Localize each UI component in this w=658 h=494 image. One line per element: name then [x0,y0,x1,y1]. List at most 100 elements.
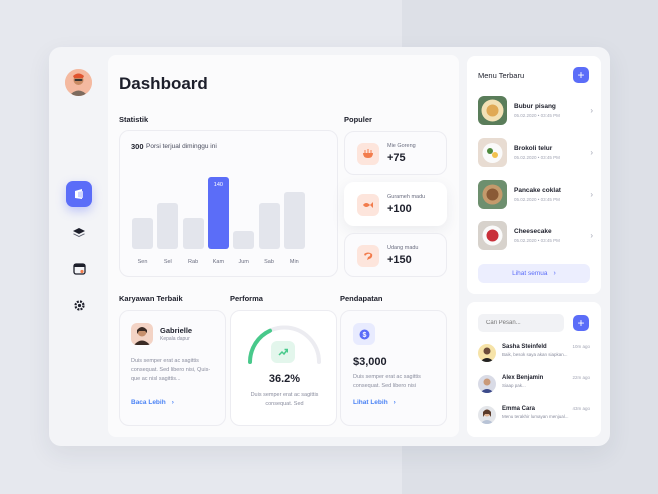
popular-item-value: +75 [387,152,406,164]
menu-item[interactable]: Cheesecake 05.02.2020 • 03:45 PM › [478,220,593,250]
menu-image [478,179,507,209]
message-preview: Menu terakhir lumayan menjual... [502,414,569,419]
menu-time: 03:45 PM [540,237,560,243]
plus-icon: + [577,68,585,82]
contact-avatar [478,344,496,362]
revenue-value: $3,000 [353,356,387,368]
pendapatan-heading: Pendapatan [340,294,383,303]
chevron-right-icon: › [590,147,593,157]
contact-name: Emma Cara [502,406,536,412]
popular-item-name: Mie Goreng [387,143,416,149]
pendapatan-card: $ $3,000 Duis semper erat ac sagittis co… [340,310,447,426]
message-item[interactable]: Emma Cara 43m ago Menu terakhir lumayan m… [478,406,590,424]
menu-item[interactable]: Pancake coklat 05.02.2020 • 03:45 PM › [478,179,593,209]
message-preview: Baik, besok saya akan siapkan... [502,352,568,357]
populer-heading: Populer [344,115,372,124]
chart-bar[interactable] [283,192,305,249]
menu-name: Brokoli telur [514,144,553,152]
popular-item[interactable]: Mie Goreng +75 [344,131,447,175]
employee-name: Gabrielle [160,326,193,335]
popular-item-name: Udang madu [387,245,419,251]
menu-time: 03:45 PM [540,112,560,118]
menu-image [478,137,507,167]
message-item[interactable]: Sasha Steinfeld 10m ago Baik, besok saya … [478,344,590,362]
read-more-label: Baca Lebih [131,399,166,406]
nav-settings-button[interactable] [66,292,92,318]
chart-data-label: 140 [213,182,223,188]
statistik-heading: Statistik [119,115,149,124]
menu-time: 03:45 PM [540,154,560,160]
message-preview: Siaap pak... [502,383,526,388]
nav-dashboard-button[interactable] [66,181,92,207]
message-time: 10m ago [572,344,590,349]
user-avatar[interactable] [65,69,92,96]
menu-name: Bubur pisang [514,102,556,110]
contact-name: Alex Benjamin [502,375,544,381]
see-more-link[interactable]: Lihat Lebih › [353,399,396,406]
chart-bar[interactable] [157,202,179,249]
employee-description: Duis semper erat ac sagittis consequat. … [131,358,211,382]
revenue-description: Duis semper erat ac sagittis consequat. … [353,374,421,389]
menu-date: 05.02.2020 [514,112,537,118]
chevron-right-icon: › [590,230,593,240]
menu-date: 05.02.2020 [514,196,537,202]
contact-name: Sasha Steinfeld [502,344,547,350]
new-message-button[interactable]: + [573,315,589,331]
message-search-input[interactable] [478,314,564,332]
statistik-caption: Porsi terjual diminggu ini [146,143,217,150]
popular-item[interactable]: Udang madu +150 [344,233,447,277]
karyawan-heading: Karyawan Terbaik [119,294,183,303]
dollar-icon: $ [353,323,375,345]
fish-icon [357,194,379,216]
chart-bar[interactable] [233,231,255,249]
chart-bar[interactable] [258,202,280,249]
performance-description: Duis semper erat ac sagittis consequat. … [250,392,319,407]
chart-tick-label: Sen [137,259,148,265]
chevron-right-icon: › [171,399,174,406]
chart-tick-label: Min [289,259,299,265]
employee-avatar [131,323,153,345]
chart-bar[interactable] [132,218,153,249]
see-all-button[interactable]: Lihat semua › [478,264,590,283]
menu-name: Pancake coklat [514,186,561,194]
chart-tick-label: Rab [188,259,199,265]
add-menu-button[interactable]: + [573,67,589,83]
menu-date: 05.02.2020 [514,154,537,160]
see-all-label: Lihat semua [512,270,548,277]
chevron-right-icon: › [590,105,593,115]
popular-item[interactable]: Gurameh madu +100 [344,182,447,226]
performa-heading: Performa [230,294,263,303]
chart-tick-label: Kam [212,259,225,265]
employee-role: Kepala dapur [160,336,190,342]
message-time: 43m ago [572,406,590,411]
message-time: 22m ago [572,375,590,380]
performa-card: 36.2% Duis semper erat ac sagittis conse… [230,310,337,426]
page-title: Dashboard [119,74,208,93]
menu-item[interactable]: Brokoli telur 05.02.2020 • 03:45 PM › [478,137,593,167]
menu-time: 03:45 PM [540,196,560,202]
shrimp-icon [357,245,379,267]
read-more-link[interactable]: Baca Lebih › [131,399,174,406]
gear-icon [73,299,85,311]
menu-name: Cheesecake [514,227,552,235]
chart-tick-label: Sel [163,259,172,265]
bar-chart: Sen Sel Rab Kam 140 Jum Sab Min [120,131,339,278]
chevron-right-icon: › [590,189,593,199]
performance-gauge [248,325,321,364]
statistik-value: 300 [131,142,144,151]
statistik-card: Sen Sel Rab Kam 140 Jum Sab Min [119,130,338,277]
chart-tick-label: Sab [264,259,274,265]
chevron-right-icon: › [553,270,556,277]
dashboard-icon [75,189,83,199]
chart-bar[interactable] [207,177,229,249]
contact-avatar [478,375,496,393]
message-item[interactable]: Alex Benjamin 22m ago Siaap pak... [478,375,590,393]
popular-item-value: +100 [387,203,412,215]
messages-panel: + Sasha Steinfeld 10m ago Baik, besok say… [467,302,601,437]
menu-image [478,95,507,125]
chart-bar[interactable] [182,218,204,249]
nav-layers-button[interactable] [66,220,92,246]
menu-item[interactable]: Bubur pisang 05.02.2020 • 03:45 PM › [478,95,593,125]
chart-tick-label: Jum [238,259,249,265]
nav-calendar-button[interactable] [66,255,92,281]
